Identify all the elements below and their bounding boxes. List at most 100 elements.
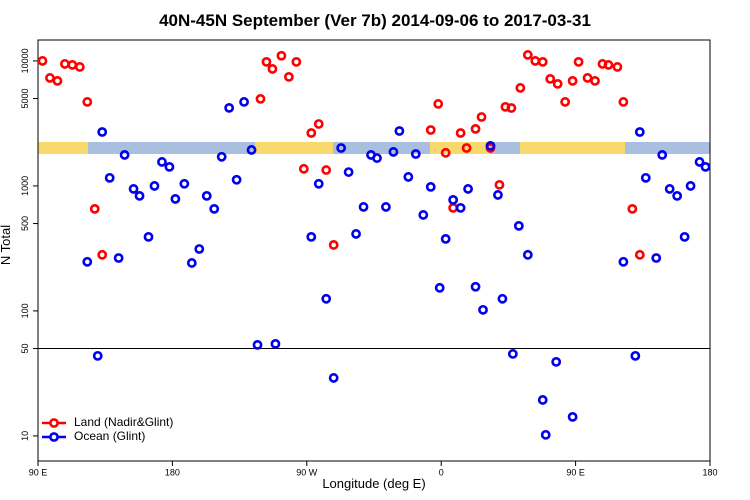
point [603, 60, 614, 70]
plot-frame [37, 39, 711, 462]
point [590, 76, 600, 86]
point [261, 57, 272, 67]
point [164, 161, 175, 172]
point [89, 203, 100, 214]
point [97, 249, 108, 260]
y-tick-label: 10000 [20, 48, 30, 73]
point [149, 181, 160, 191]
point [410, 149, 421, 159]
point [291, 57, 302, 67]
point [634, 249, 645, 260]
point [328, 373, 339, 383]
point [418, 210, 429, 220]
point [381, 202, 391, 212]
point [231, 174, 242, 185]
y-tick-label: 5000 [20, 89, 30, 109]
point [664, 184, 675, 194]
point [170, 194, 181, 204]
point [493, 190, 503, 200]
point [113, 253, 124, 263]
point [551, 356, 562, 367]
legend-swatch-marker [49, 418, 59, 428]
point [194, 244, 205, 254]
point [321, 165, 332, 175]
point [343, 167, 354, 177]
point [92, 350, 103, 361]
point [537, 395, 548, 405]
point [143, 231, 154, 242]
point [313, 119, 324, 129]
point [97, 127, 108, 137]
point [448, 194, 459, 205]
point [267, 64, 278, 74]
point [216, 151, 227, 162]
point [186, 258, 197, 268]
legend-label: Ocean (Glint) [74, 429, 145, 443]
point [59, 59, 70, 69]
point [440, 233, 451, 244]
point [461, 143, 472, 153]
point [45, 73, 55, 83]
point [358, 202, 369, 212]
point [52, 76, 63, 86]
point [455, 128, 466, 138]
point [252, 339, 263, 350]
point [425, 182, 436, 192]
point [618, 256, 629, 267]
point [463, 184, 473, 194]
x-tick-label: 180 [165, 467, 180, 477]
point [494, 179, 505, 190]
point [328, 240, 339, 250]
point [351, 229, 361, 239]
point [306, 231, 317, 242]
y-tick-label: 10 [20, 431, 30, 441]
point [209, 203, 220, 214]
point [283, 71, 294, 82]
chart-title: 40N-45N September (Ver 7b) 2014-09-06 to… [159, 11, 591, 30]
point [270, 338, 281, 349]
point [618, 97, 629, 107]
point [573, 57, 584, 67]
point [440, 147, 451, 158]
point [485, 140, 496, 151]
point [246, 145, 257, 155]
y-tick-label: 500 [20, 216, 30, 231]
point [567, 411, 578, 422]
point [700, 161, 711, 172]
point [403, 172, 414, 182]
point [276, 50, 287, 61]
point [82, 97, 93, 107]
point [134, 191, 145, 201]
point [545, 73, 556, 84]
point [425, 125, 436, 135]
point [672, 191, 683, 201]
point [255, 93, 266, 104]
point [104, 172, 115, 183]
y-tick-label: 100 [20, 303, 30, 318]
point [67, 60, 78, 70]
point [224, 102, 235, 113]
point [157, 157, 167, 167]
point [306, 128, 317, 138]
point [372, 153, 382, 163]
point [630, 350, 641, 361]
point [540, 429, 551, 440]
point [179, 178, 190, 189]
x-tick-label: 90 E [29, 467, 48, 477]
x-tick-label: 180 [702, 467, 717, 477]
point [685, 181, 696, 191]
point [612, 62, 623, 72]
point [537, 57, 548, 67]
point [560, 97, 571, 107]
y-tick-label: 50 [20, 344, 30, 354]
point [298, 163, 309, 174]
point [74, 62, 85, 72]
point [640, 172, 651, 183]
point [470, 123, 481, 134]
point [239, 97, 249, 107]
point [82, 256, 93, 267]
point [513, 220, 524, 231]
point [336, 143, 347, 153]
point [627, 203, 638, 214]
